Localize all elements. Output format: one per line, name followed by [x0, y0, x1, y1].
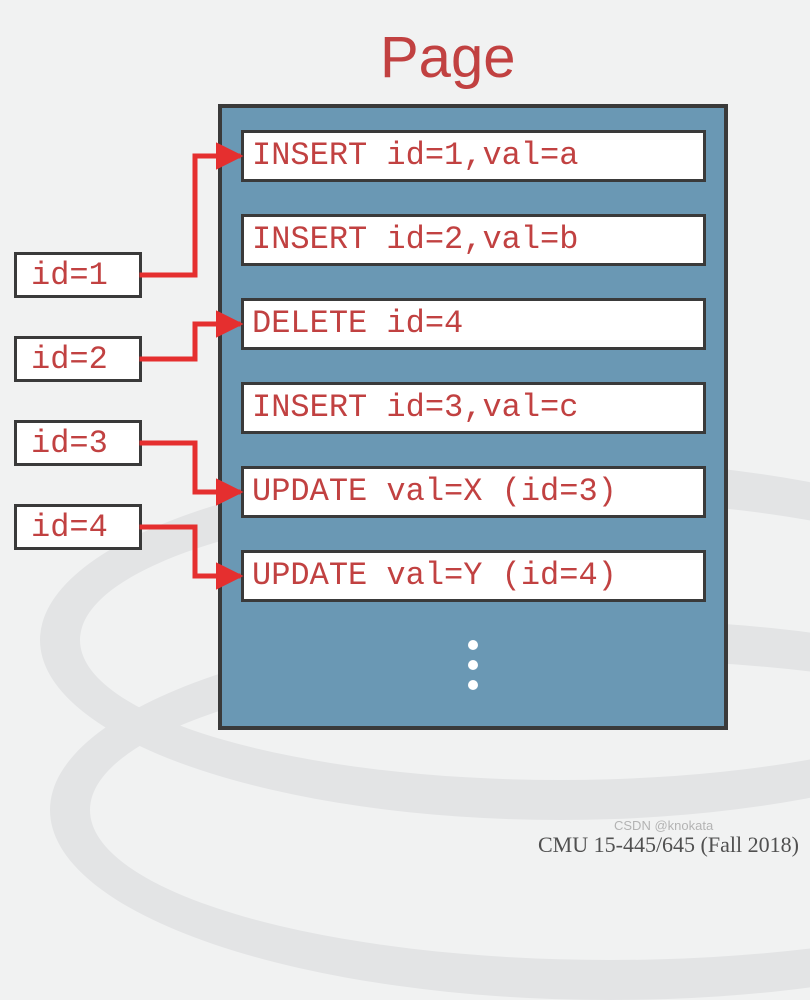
id-text: id=1 — [31, 257, 108, 294]
id-text: id=2 — [31, 341, 108, 378]
ellipsis-icon — [468, 640, 478, 690]
footer-text: CMU 15-445/645 (Fall 2018) — [538, 832, 799, 858]
watermark: CSDN @knokata — [614, 818, 713, 833]
log-row: INSERT id=2,val=b — [241, 214, 706, 266]
log-row: UPDATE val=Y (id=4) — [241, 550, 706, 602]
log-row: DELETE id=4 — [241, 298, 706, 350]
log-row: INSERT id=3,val=c — [241, 382, 706, 434]
log-text: DELETE id=4 — [252, 308, 463, 340]
id-box: id=4 — [14, 504, 142, 550]
id-box: id=1 — [14, 252, 142, 298]
id-text: id=4 — [31, 509, 108, 546]
log-text: UPDATE val=Y (id=4) — [252, 560, 617, 592]
log-text: INSERT id=1,val=a — [252, 140, 578, 172]
id-box: id=3 — [14, 420, 142, 466]
id-box: id=2 — [14, 336, 142, 382]
log-row: INSERT id=1,val=a — [241, 130, 706, 182]
id-text: id=3 — [31, 425, 108, 462]
log-text: INSERT id=2,val=b — [252, 224, 578, 256]
log-text: UPDATE val=X (id=3) — [252, 476, 617, 508]
page-title: Page — [380, 24, 515, 91]
log-row: UPDATE val=X (id=3) — [241, 466, 706, 518]
log-text: INSERT id=3,val=c — [252, 392, 578, 424]
